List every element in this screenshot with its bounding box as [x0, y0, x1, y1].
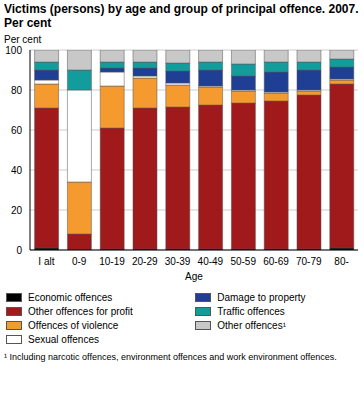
html-text:Traffic offences: Traffic offences — [217, 305, 285, 317]
svg-text:30-39: 30-39 — [165, 256, 191, 267]
html-text:Victims (persons) by age and g: Victims (persons) by age and group of pr… — [4, 2, 359, 30]
svg-text:70-79: 70-79 — [296, 256, 322, 267]
svg-text:Age: Age — [185, 271, 203, 282]
svg-text:20: 20 — [11, 205, 23, 216]
svg-text:40: 40 — [11, 165, 23, 176]
html-text:Damage to property: Damage to property — [217, 291, 306, 303]
svg-text:100: 100 — [8, 45, 22, 56]
html-text:Economic offences: Economic offences — [28, 291, 113, 303]
svg-text:I alt: I alt — [38, 256, 54, 267]
html-text:Other offences¹: Other offences¹ — [217, 319, 286, 331]
html-text:Offences of violence: Offences of violence — [28, 319, 119, 331]
svg-text:80: 80 — [11, 85, 23, 96]
html-text:Other offences for profit: Other offences for profit — [28, 305, 133, 317]
svg-text:60: 60 — [11, 125, 23, 136]
svg-text:60-69: 60-69 — [263, 256, 289, 267]
svg-text:0: 0 — [16, 245, 22, 256]
html-text:Sexual offences: Sexual offences — [28, 333, 99, 345]
svg-text:10-19: 10-19 — [99, 256, 125, 267]
html-text:Per cent: Per cent — [4, 34, 42, 45]
svg-text:80-: 80- — [334, 256, 348, 267]
svg-text:20-29: 20-29 — [132, 256, 158, 267]
html-text:¹ Including narcotic offences,: ¹ Including narcotic offences, environme… — [4, 352, 337, 362]
svg-text:0-9: 0-9 — [72, 256, 87, 267]
svg-text:40-49: 40-49 — [198, 256, 224, 267]
svg-text:50-59: 50-59 — [230, 256, 256, 267]
